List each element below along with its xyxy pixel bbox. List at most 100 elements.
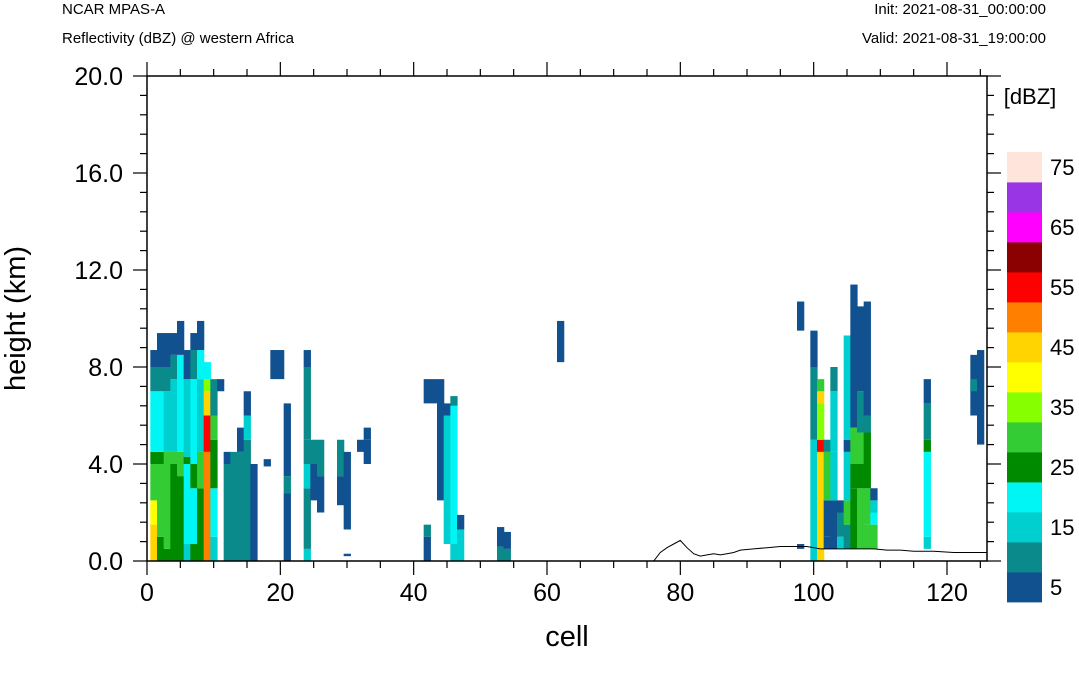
reflectivity-cell <box>197 320 205 351</box>
reflectivity-cell <box>237 427 245 452</box>
reflectivity-cell <box>857 391 865 433</box>
reflectivity-cell <box>157 333 165 367</box>
reflectivity-cell <box>857 464 865 489</box>
reflectivity-cell <box>157 536 165 561</box>
reflectivity-cell <box>157 464 165 537</box>
reflectivity-cell <box>163 391 171 452</box>
reflectivity-cell <box>183 544 191 561</box>
reflectivity-cell <box>163 451 171 549</box>
reflectivity-cell <box>343 451 351 530</box>
colorbar-label: 75 <box>1050 155 1074 180</box>
reflectivity-cell <box>923 439 931 452</box>
reflectivity-cell <box>810 439 818 561</box>
colorbar-swatch <box>1007 512 1042 543</box>
reflectivity-cell <box>423 524 431 537</box>
reflectivity-cell <box>830 500 838 549</box>
reflectivity-cell <box>203 379 211 392</box>
reflectivity-cell <box>830 367 838 392</box>
reflectivity-cell <box>843 439 851 452</box>
colorbar-swatch <box>1007 362 1042 393</box>
reflectivity-cell <box>363 427 371 440</box>
terrain-line <box>147 539 987 562</box>
reflectivity-cell <box>497 546 505 561</box>
reflectivity-cell <box>817 391 825 404</box>
reflectivity-cell <box>870 488 878 501</box>
reflectivity-cell <box>210 379 218 416</box>
colorbar-swatch <box>1007 182 1042 213</box>
plot-frame <box>146 75 988 562</box>
reflectivity-cell <box>203 362 211 380</box>
reflectivity-cell <box>923 536 931 549</box>
y-tick-label: 20.0 <box>74 63 123 91</box>
reflectivity-cell <box>177 320 185 355</box>
reflectivity-cell <box>203 451 211 562</box>
colorbar-swatch <box>1007 242 1042 273</box>
colorbar-label: 25 <box>1050 455 1074 480</box>
reflectivity-cell <box>450 544 458 561</box>
reflectivity-cell <box>150 500 158 525</box>
reflectivity-cell <box>343 553 351 557</box>
reflectivity-cell <box>337 439 345 477</box>
colorbar-label: 15 <box>1050 515 1074 540</box>
reflectivity-cell <box>863 301 871 416</box>
colorbar-label: 55 <box>1050 275 1074 300</box>
reflectivity-cell <box>970 379 978 392</box>
reflectivity-cell <box>170 379 178 452</box>
colorbar-swatch <box>1007 452 1042 483</box>
reflectivity-cell <box>830 391 838 452</box>
reflectivity-cell <box>150 367 158 392</box>
colorbar-label: 35 <box>1050 395 1074 420</box>
reflectivity-cell <box>157 391 165 452</box>
reflectivity-cell <box>823 500 831 537</box>
reflectivity-cell <box>317 476 325 513</box>
reflectivity-cell <box>283 493 291 561</box>
reflectivity-cell <box>150 524 158 562</box>
reflectivity-cell <box>170 354 178 380</box>
colorbar-swatch <box>1007 392 1042 423</box>
reflectivity-cell <box>823 536 831 549</box>
colorbar-swatch <box>1007 572 1042 603</box>
reflectivity-cell <box>870 512 878 525</box>
reflectivity-cell <box>443 415 451 545</box>
x-tick-label: 20 <box>266 579 294 607</box>
colorbar-swatch <box>1007 272 1042 303</box>
reflectivity-cell <box>457 514 465 530</box>
reflectivity-cell <box>210 488 218 537</box>
heatmap-cells <box>150 284 985 562</box>
reflectivity-cell <box>857 488 865 549</box>
reflectivity-cell <box>423 379 431 404</box>
x-tick-label: 0 <box>140 579 154 607</box>
reflectivity-cell <box>450 396 458 406</box>
reflectivity-cell <box>210 464 218 489</box>
x-tick-label: 120 <box>926 579 968 607</box>
reflectivity-cell <box>223 464 231 561</box>
reflectivity-cell <box>243 415 251 440</box>
reflectivity-cell <box>850 284 858 416</box>
reflectivity-cell <box>190 379 198 465</box>
reflectivity-cell <box>810 367 818 440</box>
reflectivity-cell <box>237 451 245 562</box>
reflectivity-cell <box>157 367 165 392</box>
reflectivity-cell <box>183 464 191 545</box>
reflectivity-cell <box>863 415 871 433</box>
reflectivity-cell <box>197 488 205 561</box>
reflectivity-cell <box>923 451 931 537</box>
reflectivity-cell <box>190 350 198 380</box>
reflectivity-cell <box>263 459 271 467</box>
y-tick-label: 4.0 <box>88 451 123 479</box>
reflectivity-cell <box>163 367 171 392</box>
reflectivity-cell <box>217 379 225 392</box>
x-tick-label: 100 <box>793 579 835 607</box>
colorbar-swatch <box>1007 542 1042 573</box>
reflectivity-cell <box>190 488 198 545</box>
reflectivity-cell <box>243 439 251 561</box>
reflectivity-cell <box>150 451 158 465</box>
reflectivity-cell <box>190 464 198 489</box>
field-title: Reflectivity (dBZ) @ western Africa <box>62 30 294 47</box>
reflectivity-cell <box>150 350 158 367</box>
colorbar-label: 45 <box>1050 335 1074 360</box>
reflectivity-cell <box>870 500 878 513</box>
reflectivity-cell <box>863 432 871 489</box>
x-axis-title: cell <box>545 621 589 653</box>
